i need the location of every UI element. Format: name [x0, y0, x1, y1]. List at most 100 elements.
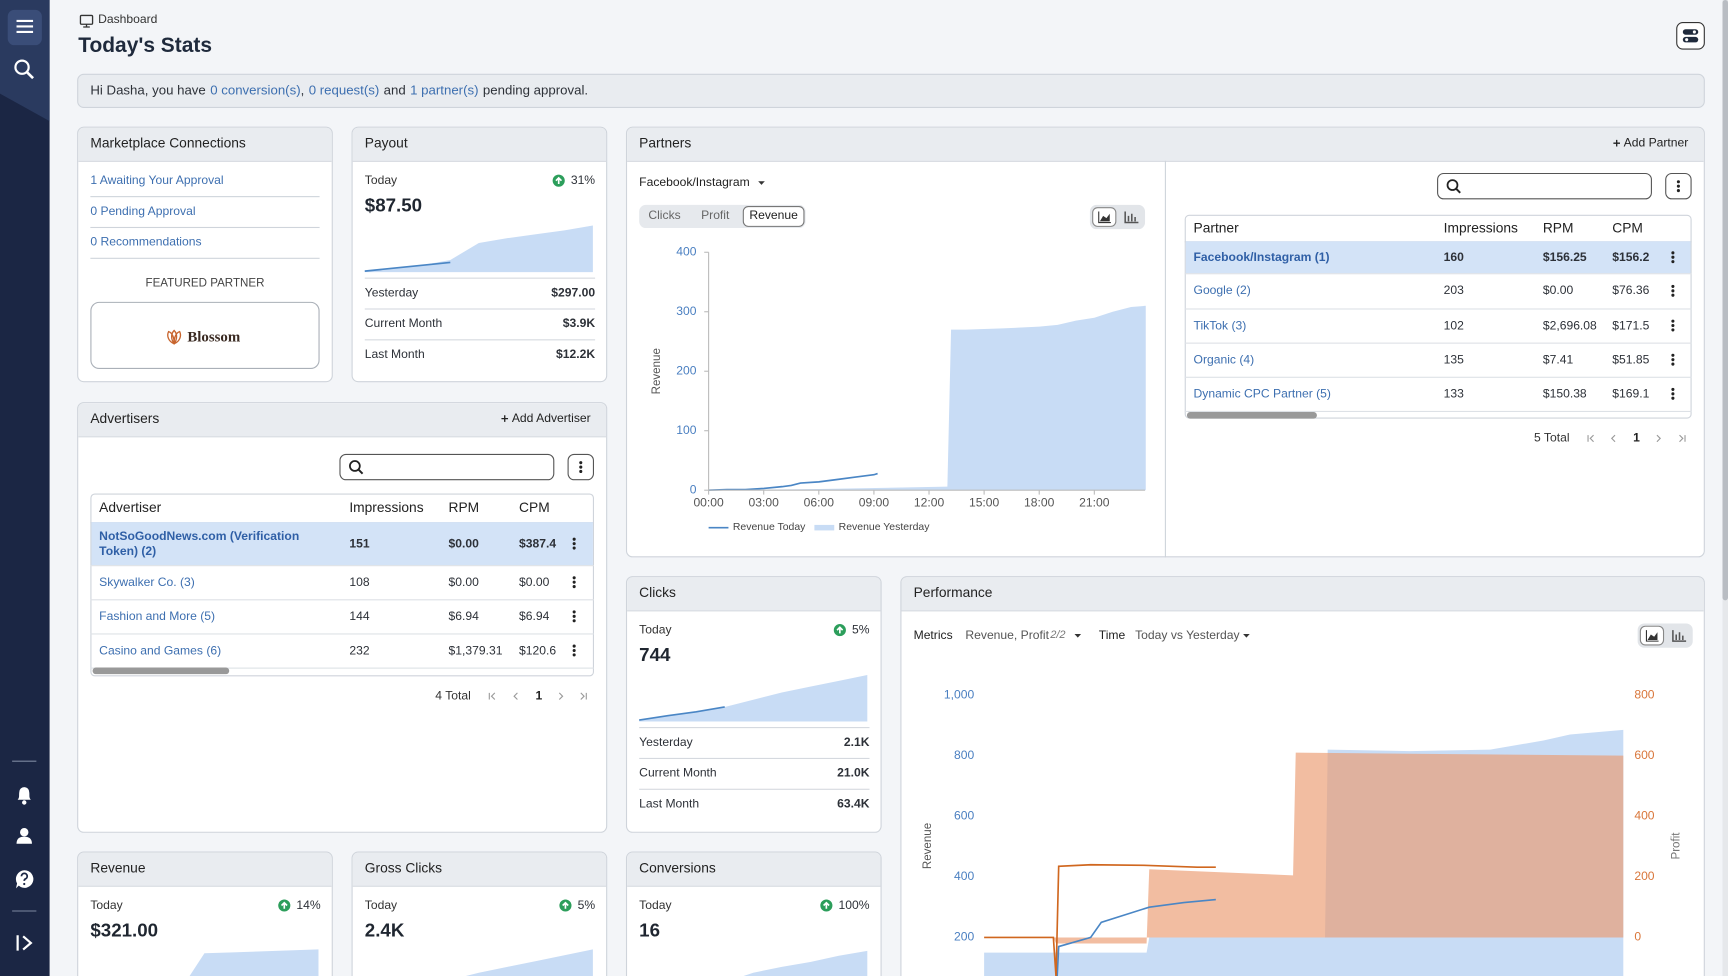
- settings-toggle[interactable]: [1676, 22, 1705, 50]
- column-header: CPM: [519, 500, 550, 516]
- selected-row: [91, 522, 593, 566]
- notice-link[interactable]: 1 partner(s): [410, 82, 479, 99]
- monitor-icon-part: [83, 24, 90, 28]
- label: Time: [1098, 629, 1126, 643]
- source-dropdown[interactable]: Facebook/Instagram: [639, 176, 750, 190]
- y-tick-label: 400: [676, 245, 697, 259]
- x-tick-label: 06:00: [803, 496, 834, 511]
- row-link[interactable]: Casino and Games (6): [99, 643, 222, 658]
- tab-active[interactable]: [742, 205, 805, 227]
- column-header: Impressions: [349, 500, 424, 516]
- x-tick-label: 15:00: [968, 496, 1000, 511]
- legend-label: Revenue Yesterday: [838, 521, 930, 534]
- add-button[interactable]: Add Advertiser: [511, 411, 591, 426]
- add-button[interactable]: Add Partner: [1623, 136, 1689, 150]
- cell: $51.85: [1612, 353, 1650, 367]
- tab[interactable]: Clicks: [648, 209, 681, 223]
- link-divider: [90, 257, 320, 259]
- notice-link[interactable]: 0 conversion(s): [210, 82, 301, 99]
- row-divider: [90, 633, 594, 635]
- cell: 232: [349, 643, 370, 658]
- search-box[interactable]: [1437, 172, 1652, 200]
- cell: 102: [1443, 318, 1464, 333]
- row-divider: [364, 339, 596, 341]
- card-title: Performance: [913, 584, 993, 601]
- cell: $169.1: [1612, 387, 1650, 401]
- card-header: [901, 577, 1704, 612]
- tab[interactable]: Revenue: [749, 209, 798, 223]
- notice-text: Hi Dasha, you have 0 conversion(s), 0 requ…: [90, 83, 588, 98]
- page-number[interactable]: 1: [535, 689, 543, 703]
- row-link[interactable]: Fashion and More (5): [99, 609, 216, 623]
- chart-type-selected[interactable]: [1092, 207, 1117, 227]
- chart-type-selected[interactable]: [1639, 625, 1665, 646]
- up-icon-part: [280, 901, 288, 909]
- label: Today: [364, 174, 398, 188]
- stat-value: 16: [639, 919, 661, 941]
- up-icon-part: [823, 901, 830, 909]
- card-header: [627, 852, 881, 887]
- card-title: Marketplace Connections: [90, 135, 246, 151]
- cell: $156.2: [1612, 250, 1650, 264]
- link[interactable]: 1 Awaiting Your Approval: [90, 174, 224, 188]
- cell: 133: [1443, 387, 1464, 401]
- axis-label: Revenue: [650, 348, 664, 395]
- card: [351, 126, 608, 383]
- change-value: 100%: [838, 898, 870, 913]
- link-divider: [90, 226, 320, 229]
- label: Today: [364, 898, 398, 913]
- row-divider: [639, 757, 870, 759]
- page-number[interactable]: 1: [1633, 431, 1640, 446]
- link[interactable]: 0 Recommendations: [90, 235, 202, 249]
- x-tick-label: 21:00: [1079, 496, 1110, 511]
- link[interactable]: 0 Pending Approval: [90, 204, 196, 219]
- cell: 151: [349, 537, 370, 551]
- label: 4 Total: [435, 689, 471, 703]
- y2-tick-label: 0: [1634, 930, 1642, 945]
- y-tick-label: 100: [676, 424, 697, 438]
- menu-button[interactable]: [1665, 172, 1692, 200]
- tab[interactable]: Profit: [701, 209, 730, 223]
- axis-label: Profit: [1669, 832, 1683, 860]
- card-header: [78, 127, 332, 162]
- up-icon: [552, 174, 565, 187]
- notice-part: ,: [300, 82, 305, 99]
- y-tick-label: 1,000: [943, 688, 975, 702]
- cell: $6.94: [519, 609, 550, 623]
- cell: 203: [1443, 284, 1464, 298]
- metrics-dropdown[interactable]: Revenue, Profit: [965, 629, 1049, 643]
- featured-partner[interactable]: [90, 301, 320, 370]
- y-tick-label: 200: [953, 930, 975, 945]
- label: Current Month: [639, 766, 717, 780]
- search-box[interactable]: [339, 453, 555, 481]
- card-header: [627, 577, 881, 612]
- x-tick-label: 00:00: [693, 496, 724, 511]
- row-link[interactable]: TikTok (3): [1193, 318, 1247, 333]
- row-link[interactable]: Dynamic CPC Partner (5): [1193, 387, 1331, 401]
- up-icon: [820, 899, 833, 912]
- change-indicator: 100%: [820, 898, 870, 913]
- label: Metrics: [913, 629, 953, 643]
- notice-link[interactable]: 0 request(s): [308, 82, 380, 99]
- row-link[interactable]: Organic (4): [1193, 353, 1255, 367]
- row-link[interactable]: Facebook/Instagram (1): [1193, 250, 1330, 264]
- label: 21.0K: [837, 766, 870, 780]
- card-title: Revenue: [90, 860, 146, 876]
- stat-value: $87.50: [364, 194, 423, 216]
- cell: $0.00: [448, 537, 479, 551]
- row-divider: [639, 727, 870, 729]
- row-link[interactable]: Google (2): [1193, 284, 1251, 298]
- label: Yesterday: [364, 286, 419, 300]
- cell: $0.00: [1542, 284, 1574, 298]
- time-dropdown[interactable]: Today vs Yesterday: [1135, 629, 1240, 643]
- label: $297.00: [551, 286, 596, 300]
- card-header: [627, 127, 1704, 162]
- monitor-icon: [79, 14, 94, 28]
- label: 63.4K: [837, 797, 870, 811]
- row-link[interactable]: Skywalker Co. (3): [99, 575, 195, 589]
- card-title: Gross Clicks: [364, 860, 443, 876]
- label: Last Month: [364, 348, 425, 362]
- row-link[interactable]: NotSoGoodNews.com (Verification Token) (…: [99, 529, 300, 558]
- menu-button[interactable]: [567, 453, 594, 481]
